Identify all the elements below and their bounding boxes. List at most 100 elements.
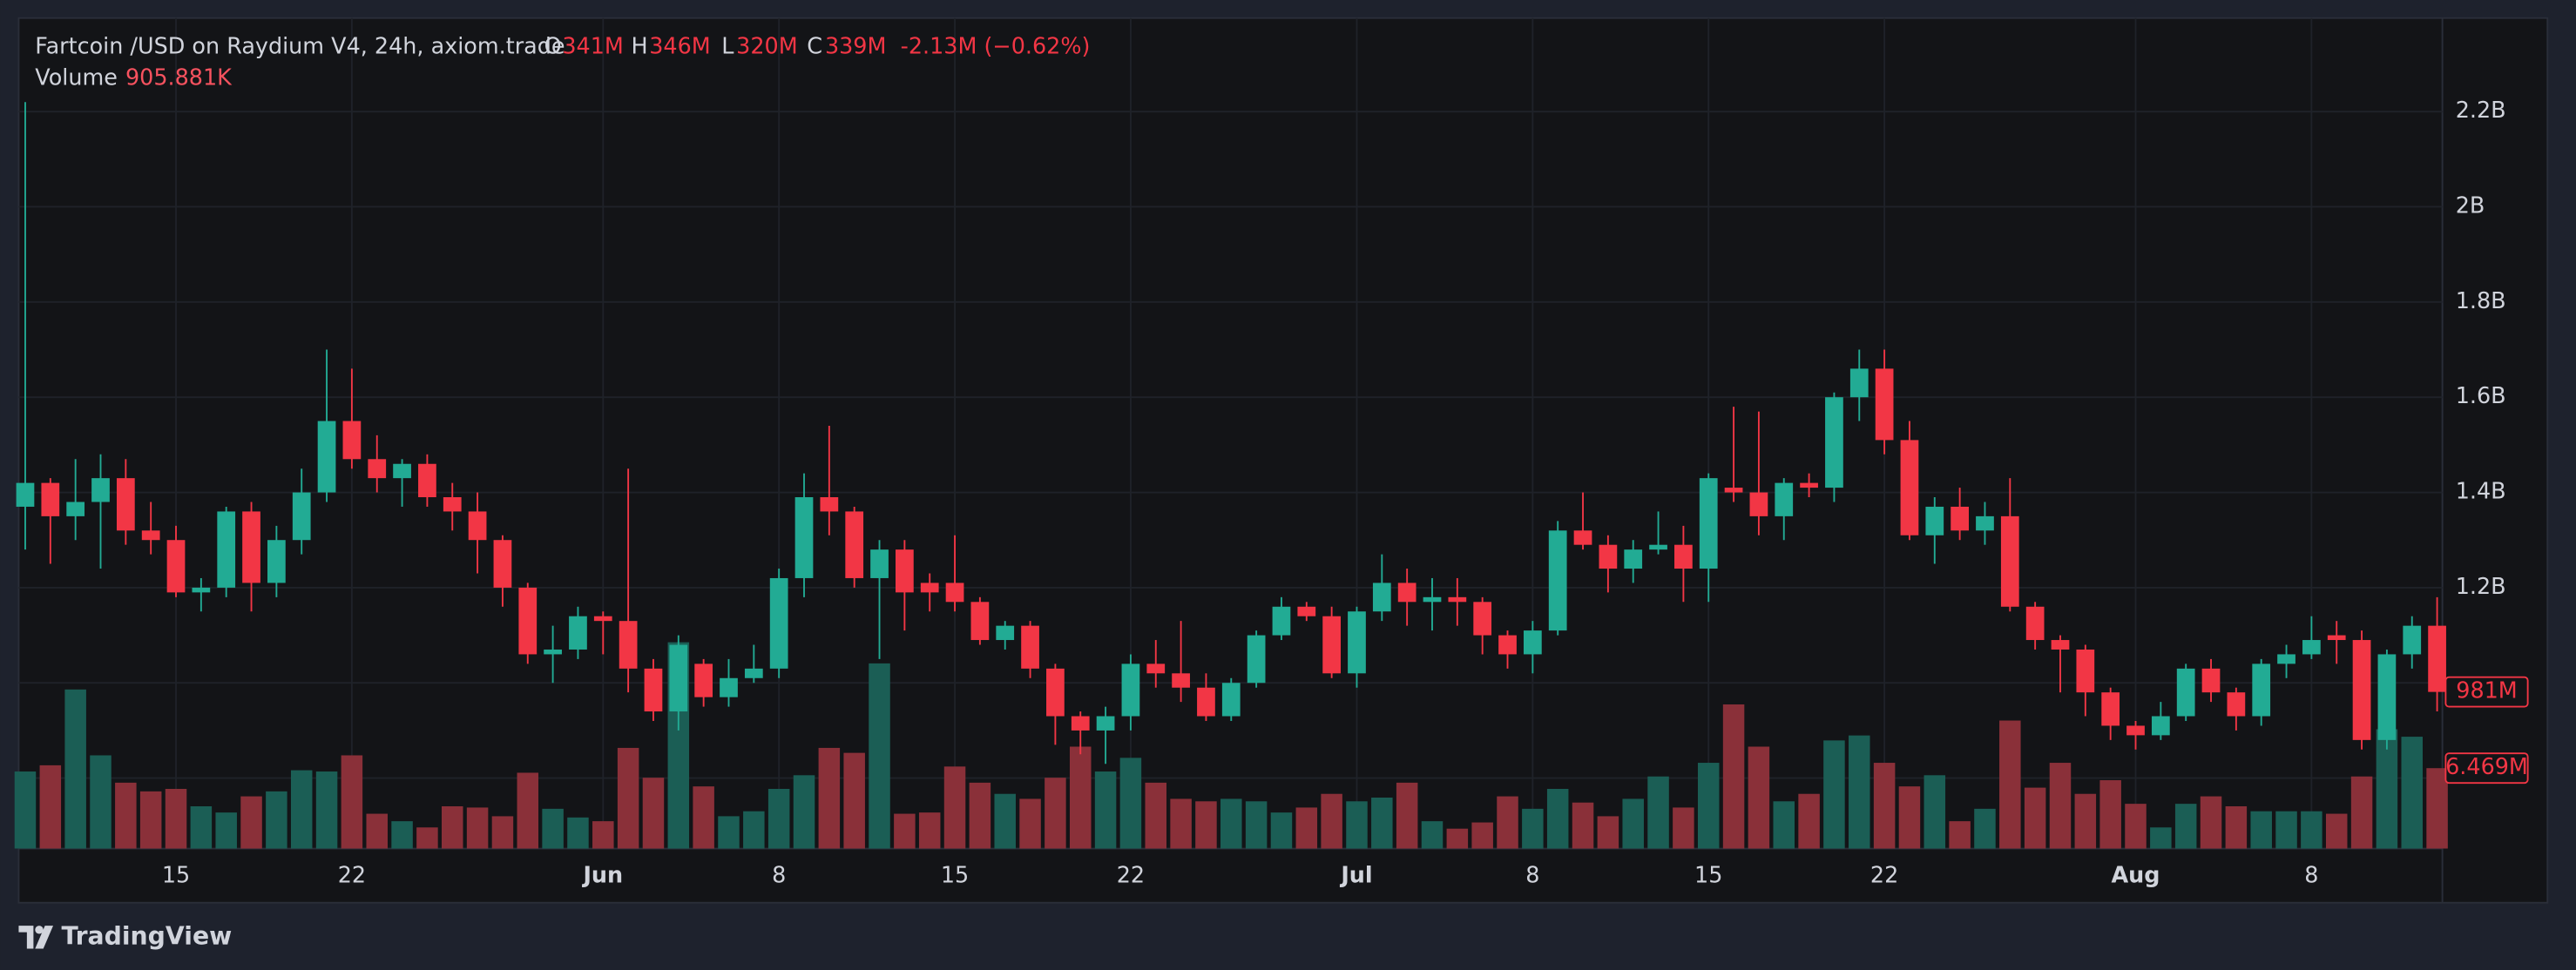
volume-bar [1722, 704, 1745, 849]
legend-title: Fartcoin /USD on Raydium V4, 24h, axiom.… [35, 33, 565, 59]
y-tick-label: 2.2B [2456, 97, 2506, 123]
volume-bar [1446, 828, 1469, 849]
legend-change: -2.13M (−0.62%) [901, 33, 1091, 59]
volume-bar [1949, 821, 1971, 849]
candle-body [1448, 596, 1467, 603]
volume-bar [592, 821, 614, 849]
candle-body [2000, 515, 2019, 607]
volume-bar [818, 747, 841, 849]
volume-bar [1220, 798, 1242, 849]
candle-body [443, 497, 462, 512]
volume-bar [693, 786, 714, 849]
candle-body [1272, 606, 1291, 636]
volume-bar [718, 816, 740, 849]
volume-bar [1019, 798, 1041, 849]
price-badge: 981M [2456, 677, 2518, 704]
candle-body [2126, 725, 2145, 736]
volume-bar [1898, 786, 1921, 849]
brand-name: TradingView [61, 921, 232, 950]
candle-body [1951, 506, 1969, 531]
candle-body [769, 577, 788, 669]
volume-bar [39, 765, 62, 849]
candle-body [493, 540, 512, 588]
chart-panel [17, 17, 2549, 904]
volume-bar [1094, 771, 1117, 849]
volume-bar [2174, 804, 2197, 849]
candle-body [1221, 683, 1241, 717]
candle-body [2051, 640, 2070, 650]
volume-bar [1773, 801, 1795, 849]
x-tick-label: Jul [1339, 862, 1372, 888]
volume-bar [1371, 798, 1393, 849]
volume-bar [1069, 746, 1092, 849]
volume-bar [1924, 775, 1946, 849]
volume-bar [1849, 735, 1870, 849]
volume-bar [869, 663, 890, 849]
volume-bar [1421, 821, 1444, 849]
candle-body [2277, 654, 2295, 664]
volume-bar [1119, 758, 1142, 849]
x-tick-label: 22 [1870, 862, 1898, 888]
volume-bar [64, 689, 86, 849]
volume-bar [1195, 801, 1217, 849]
volume-bar [290, 770, 313, 849]
legend-key: O [544, 33, 562, 59]
volume-bar [1546, 789, 1569, 849]
volume-bar [1697, 763, 1720, 849]
candle-body [1498, 635, 1517, 655]
candle-body [1875, 368, 1894, 441]
candle-body [1046, 668, 1065, 717]
candle-body [845, 511, 864, 578]
candle-body [1297, 606, 1316, 616]
volume-bar [1471, 822, 1493, 849]
candle-body [970, 602, 990, 641]
candle-body [1900, 440, 1919, 536]
volume-bar [1321, 793, 1342, 849]
candle-body [569, 616, 587, 650]
candle-body [2076, 649, 2095, 693]
candle-body [1247, 635, 1266, 684]
candle-body [1071, 716, 1090, 731]
y-tick-label: 2B [2456, 192, 2485, 218]
candle-body [66, 502, 85, 516]
axes: 1.2B 1.4B 1.6B 1.8B 2B 2.2B 15 22 Jun 8 15 22 Jul 8 15… [162, 97, 2529, 888]
y-tick-label: 1.4B [2456, 478, 2506, 504]
candle-body [2025, 606, 2045, 641]
candle-body [1172, 673, 1190, 688]
volume-bar [843, 752, 865, 849]
volume-bar [1170, 798, 1192, 849]
candles [16, 102, 2446, 765]
volume-bar [1798, 793, 1820, 849]
candle-body [468, 511, 487, 541]
volume-bar [617, 747, 639, 849]
x-tick-label: 8 [2304, 862, 2318, 888]
candle-body [1197, 687, 1215, 717]
candle-body [945, 583, 964, 603]
grid [18, 17, 2443, 849]
candle-body [2101, 692, 2120, 726]
price-badge-box [2444, 676, 2529, 708]
volume-bar [2301, 811, 2322, 849]
candle-body [1121, 664, 1140, 717]
candle-body [41, 482, 60, 516]
volume-bar [2401, 737, 2423, 849]
volume-bar [793, 775, 815, 849]
volume-bar [1622, 798, 1644, 849]
volume-bar [1647, 776, 1669, 849]
volume-bar [1999, 720, 2021, 849]
volume-bar [266, 791, 287, 849]
volume-bar [1270, 812, 1293, 849]
candle-body [1397, 583, 1416, 603]
candle-body [2302, 640, 2321, 655]
candle-body [794, 497, 814, 578]
volume-bar [943, 766, 966, 849]
volume-bar [2426, 768, 2448, 849]
candle-body [820, 497, 839, 512]
volume-bar [2225, 805, 2248, 849]
candle-body [91, 478, 110, 502]
candle-body [694, 664, 713, 697]
candle-body [1649, 544, 1667, 550]
volume-bar [165, 789, 187, 849]
candle-body [1624, 549, 1643, 569]
